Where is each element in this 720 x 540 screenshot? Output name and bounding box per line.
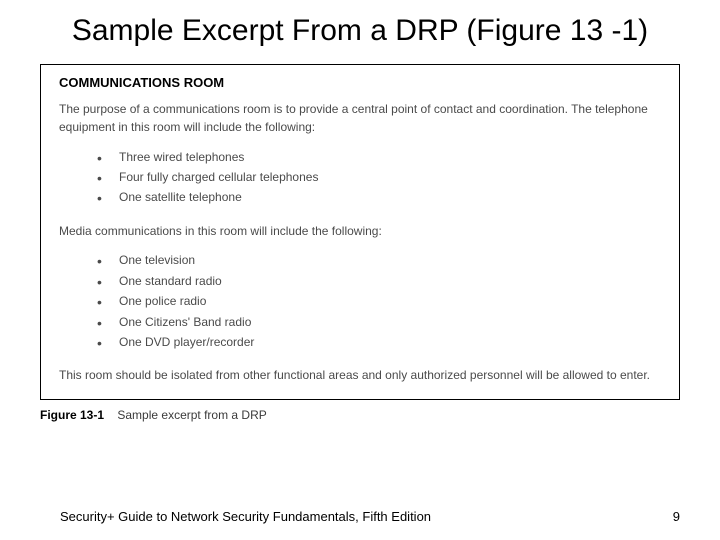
list-item: One satellite telephone [97, 187, 661, 207]
phone-equipment-list: Three wired telephones Four fully charge… [97, 147, 661, 208]
figure-caption: Figure 13-1 Sample excerpt from a DRP [40, 408, 680, 422]
list-item: One DVD player/recorder [97, 332, 661, 352]
slide-title: Sample Excerpt From a DRP (Figure 13 -1) [40, 12, 680, 50]
list-item: One television [97, 250, 661, 270]
list-item: One standard radio [97, 271, 661, 291]
page-number: 9 [673, 509, 680, 524]
media-paragraph: Media communications in this room will i… [59, 222, 661, 241]
list-item: One police radio [97, 291, 661, 311]
list-item: Four fully charged cellular telephones [97, 167, 661, 187]
figure-box: COMMUNICATIONS ROOM The purpose of a com… [40, 64, 680, 401]
slide-footer: Security+ Guide to Network Security Fund… [60, 509, 680, 524]
section-heading: COMMUNICATIONS ROOM [59, 75, 661, 90]
closing-paragraph: This room should be isolated from other … [59, 366, 661, 385]
slide-container: Sample Excerpt From a DRP (Figure 13 -1)… [0, 0, 720, 540]
list-item: One Citizens' Band radio [97, 312, 661, 332]
caption-text: Sample excerpt from a DRP [117, 408, 266, 422]
footer-text: Security+ Guide to Network Security Fund… [60, 509, 431, 524]
intro-paragraph: The purpose of a communications room is … [59, 100, 661, 137]
caption-label: Figure 13-1 [40, 408, 104, 422]
media-equipment-list: One television One standard radio One po… [97, 250, 661, 352]
list-item: Three wired telephones [97, 147, 661, 167]
